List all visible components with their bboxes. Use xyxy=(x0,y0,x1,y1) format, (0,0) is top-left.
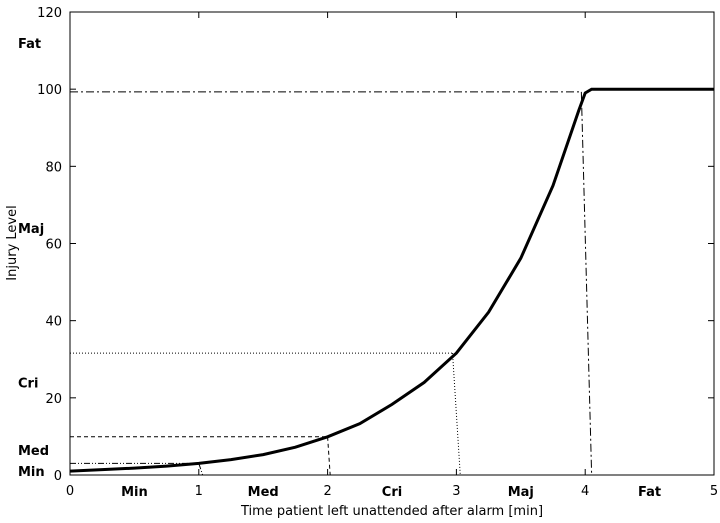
y-tick-label: 20 xyxy=(45,392,62,407)
x-tick-label: 0 xyxy=(66,484,74,499)
threshold-vertical xyxy=(327,436,331,476)
x-tick-label: 1 xyxy=(195,484,203,499)
y-category-label: Cri xyxy=(18,376,38,391)
ticks: 0 1 2 3 4 5 0 20 40 60 80 100 120 xyxy=(37,6,718,499)
x-category-label: Cri xyxy=(382,485,402,500)
y-tick-label: 40 xyxy=(45,315,62,330)
x-tick-label: 5 xyxy=(710,484,718,499)
y-tick-label: 60 xyxy=(45,238,62,253)
y-category-label: Maj xyxy=(18,222,44,237)
y-category-label: Min xyxy=(18,465,45,480)
x-axis-label: Time patient left unattended after alarm… xyxy=(240,504,543,519)
y-tick-label: 100 xyxy=(37,83,62,98)
y-tick-label: 80 xyxy=(45,160,62,175)
injury-curve xyxy=(69,87,714,473)
y-category-label: Fat xyxy=(18,37,41,52)
x-category-label: Med xyxy=(248,485,279,500)
y-axis-label: Injury Level xyxy=(5,205,20,280)
y-tick-label: 0 xyxy=(54,469,62,484)
threshold-vertical xyxy=(580,91,593,476)
threshold-vertical xyxy=(452,353,461,476)
y-category-label: Med xyxy=(18,444,49,459)
x-tick-label: 3 xyxy=(452,484,460,499)
threshold-vertical xyxy=(198,463,204,476)
y-tick-label: 120 xyxy=(37,6,62,21)
x-tick-label: 2 xyxy=(323,484,331,499)
threshold-lines xyxy=(70,91,593,476)
category-labels: Fat Maj Cri Med Min Min Med Cri Maj Fat xyxy=(18,37,661,500)
x-category-label: Min xyxy=(121,485,148,500)
x-tick-label: 4 xyxy=(581,484,589,499)
x-category-label: Fat xyxy=(638,485,661,500)
x-category-label: Maj xyxy=(508,485,534,500)
